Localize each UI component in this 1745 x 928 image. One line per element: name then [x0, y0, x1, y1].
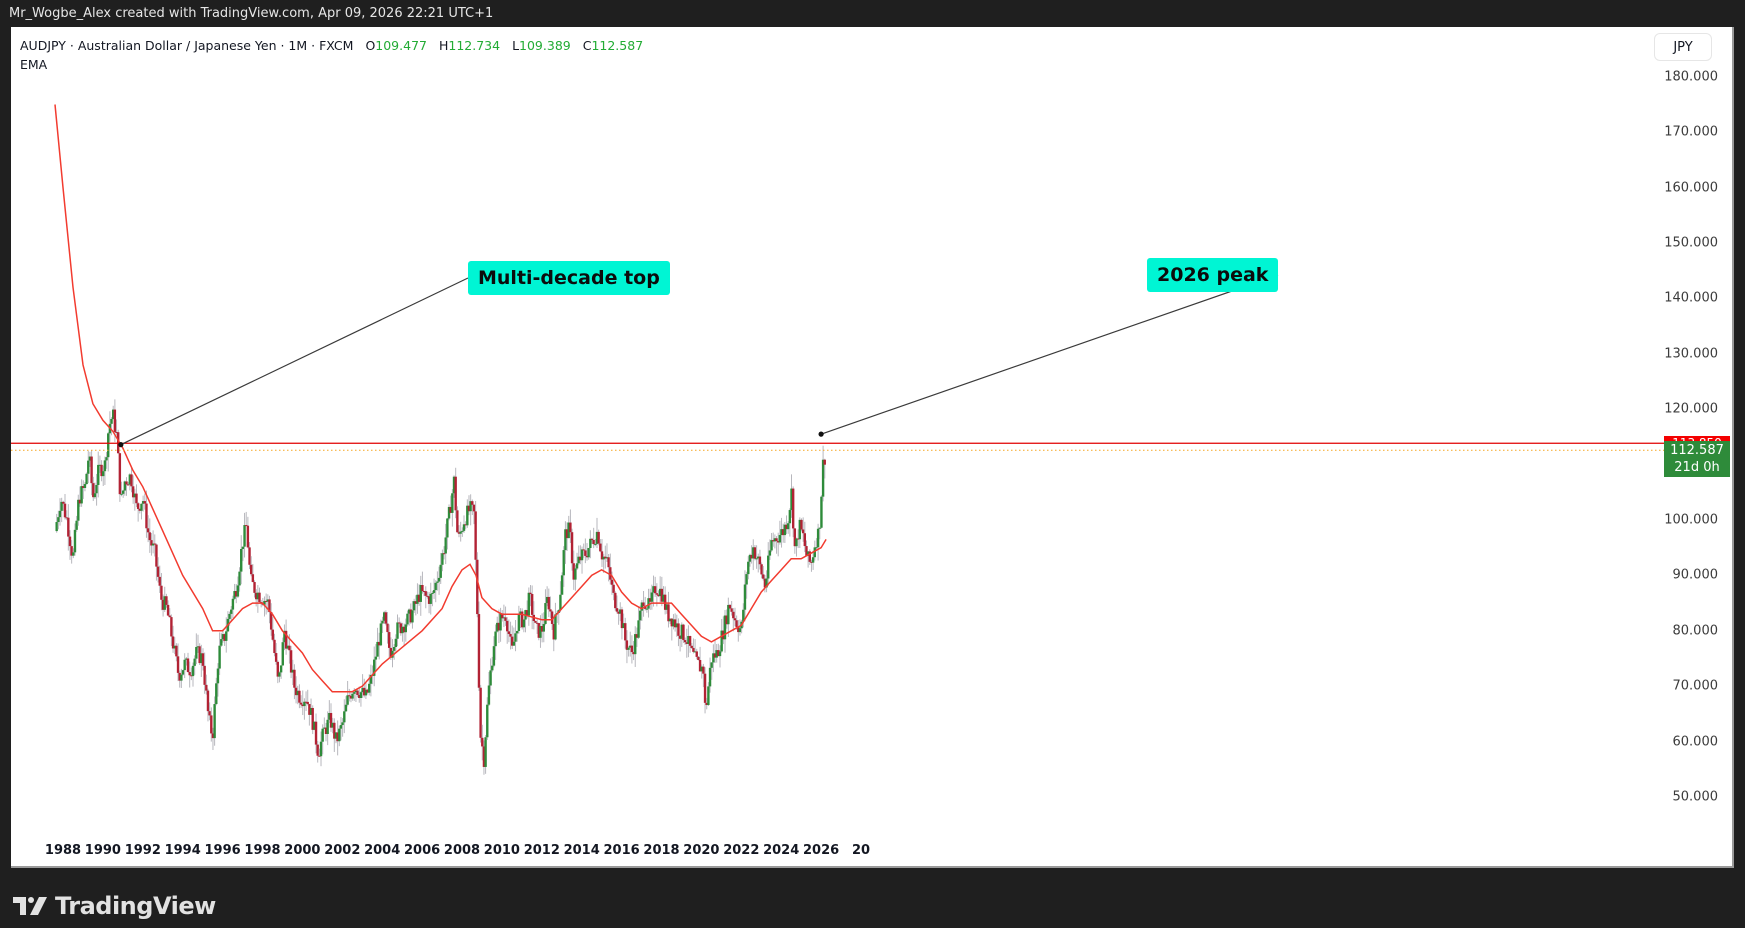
footer: TradingView [0, 868, 1745, 928]
tradingview-logo[interactable]: TradingView [13, 892, 216, 920]
symbol-title[interactable]: AUDJPY · Australian Dollar / Japanese Ye… [20, 38, 354, 53]
high-value: 112.734 [448, 38, 501, 53]
annotation-multi-decade-top[interactable]: Multi-decade top [468, 261, 670, 295]
close-value: 112.587 [591, 38, 644, 53]
time-tick-label: 2010 [483, 843, 520, 858]
time-tick-label: 1994 [164, 843, 201, 858]
price-tick-label: 130.000 [1664, 346, 1718, 362]
last-price-value: 112.587 [1670, 443, 1724, 459]
time-tick-label: 2002 [324, 843, 361, 858]
price-tick-label: 160.000 [1664, 180, 1718, 196]
price-tick-label: 140.000 [1664, 290, 1718, 306]
low-value: 109.389 [519, 38, 571, 53]
price-chart-canvas[interactable] [11, 27, 1734, 868]
time-tick-label: 20 [851, 843, 871, 858]
high-label: H [438, 38, 449, 53]
currency-button[interactable]: JPY [1654, 33, 1712, 61]
time-tick-label: 2024 [763, 843, 800, 858]
low-label: L [512, 38, 520, 53]
price-tick-label: 150.000 [1664, 235, 1718, 251]
annotation-anchor-dot [818, 431, 824, 437]
time-tick-label: 2016 [603, 843, 640, 858]
open-value: 109.477 [375, 38, 427, 53]
time-tick-label: 2000 [284, 843, 321, 858]
time-tick-label: 1998 [244, 843, 281, 858]
price-tick-label: 100.000 [1664, 512, 1718, 528]
price-tick-label: 180.000 [1664, 69, 1718, 85]
time-tick-label: 2004 [364, 843, 401, 858]
annotation-connector [820, 274, 1279, 435]
time-tick-label: 2014 [563, 843, 600, 858]
price-tick-label: 170.000 [1664, 124, 1718, 140]
time-tick-label: 2022 [723, 843, 760, 858]
open-label: O [365, 38, 376, 53]
last-price-label: 112.587 21d 0h [1664, 441, 1730, 478]
time-tick-label: 2008 [443, 843, 481, 858]
price-tick-label: 90.000 [1672, 567, 1719, 583]
price-tick-label: 80.000 [1672, 623, 1719, 639]
chart-caption: Mr_Wogbe_Alex created with TradingView.c… [0, 0, 1745, 27]
close-label: C [582, 38, 592, 53]
tradingview-logo-icon [13, 897, 47, 915]
brand-name: TradingView [55, 892, 216, 920]
time-tick-label: 1992 [124, 843, 161, 858]
chart-panel[interactable]: AUDJPY · Australian Dollar / Japanese Ye… [11, 27, 1734, 868]
candles [55, 399, 826, 775]
price-tick-label: 70.000 [1672, 678, 1719, 694]
price-tick-label: 50.000 [1672, 789, 1719, 805]
time-tick-label: 2020 [683, 843, 720, 858]
bar-countdown: 21d 0h [1674, 460, 1720, 476]
symbol-legend: AUDJPY · Australian Dollar / Japanese Ye… [20, 36, 643, 74]
annotation-2026-peak[interactable]: 2026 peak [1147, 258, 1279, 292]
time-tick-label: 1988 [44, 843, 82, 858]
price-tick-label: 60.000 [1672, 734, 1719, 750]
ema-line [54, 104, 827, 693]
time-tick-label: 1996 [204, 843, 241, 858]
time-tick-label: 2018 [643, 843, 680, 858]
time-tick-label: 2006 [404, 843, 441, 858]
indicator-ema-label[interactable]: EMA [20, 57, 48, 72]
price-tick-label: 120.000 [1664, 401, 1718, 417]
annotation-connector [120, 277, 469, 446]
time-tick-label: 2026 [803, 843, 840, 858]
annotation-anchor-dot [118, 442, 124, 448]
time-tick-label: 1990 [84, 843, 121, 858]
time-tick-label: 2012 [523, 843, 560, 858]
